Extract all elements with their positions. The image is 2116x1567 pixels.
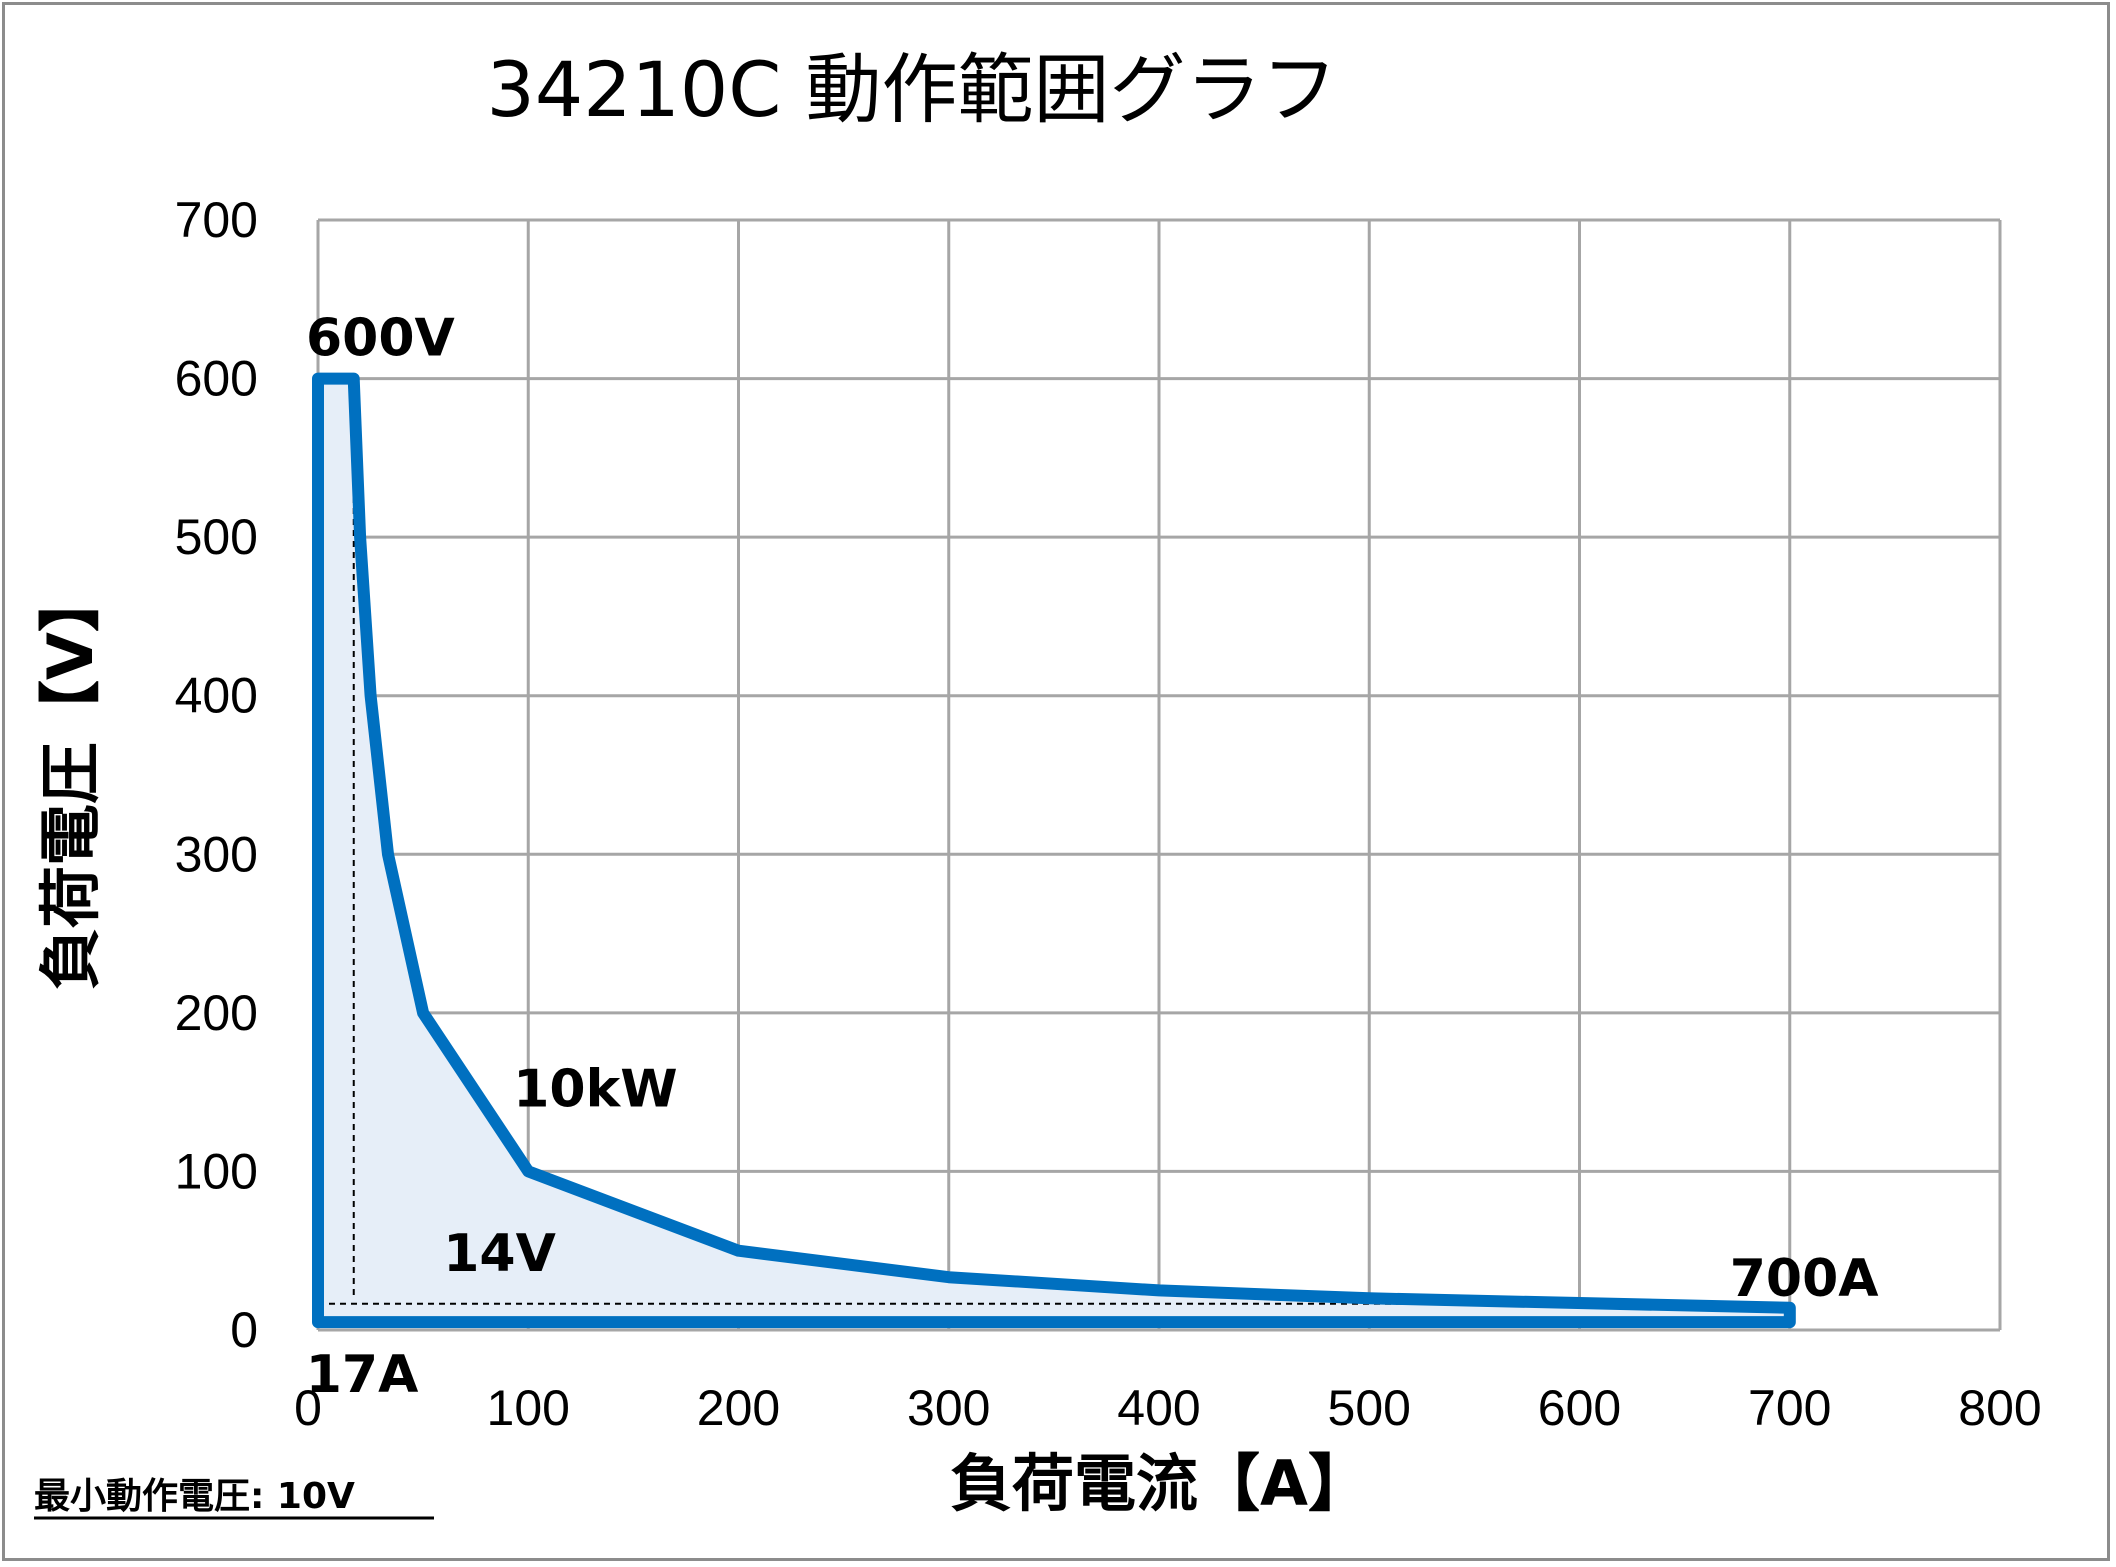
y-tick-label: 500	[175, 509, 258, 565]
operating-area-fill	[318, 378, 1790, 1323]
x-tick-label: 200	[697, 1380, 780, 1436]
x-tick-label: 0	[294, 1380, 322, 1436]
label-10kw: 10kW	[513, 1059, 677, 1119]
x-tick-label: 400	[1117, 1380, 1200, 1436]
grid	[316, 218, 2002, 1332]
chart-title: 34210C 動作範囲グラフ	[487, 45, 1338, 134]
x-tick-label: 100	[487, 1380, 570, 1436]
x-tick-label: 300	[907, 1380, 990, 1436]
y-tick-label: 400	[175, 668, 258, 724]
y-tick-label: 200	[175, 985, 258, 1041]
x-tick-label: 500	[1328, 1380, 1411, 1436]
label-14v: 14V	[443, 1224, 556, 1284]
x-tick-label: 600	[1538, 1380, 1621, 1436]
y-tick-label: 0	[230, 1302, 258, 1358]
y-tick-labels: 0 100 200 300 400 500 600 700	[175, 192, 258, 1358]
y-tick-label: 600	[175, 351, 258, 407]
label-600v: 600V	[306, 309, 455, 369]
operating-boundary-line	[312, 372, 1796, 1329]
x-tick-label: 800	[1958, 1380, 2041, 1436]
x-tick-label: 700	[1748, 1380, 1831, 1436]
y-axis-title: 負荷電圧【V】	[34, 570, 107, 990]
y-tick-label: 700	[175, 192, 258, 248]
y-tick-label: 300	[175, 826, 258, 882]
y-tick-label: 100	[175, 1143, 258, 1199]
x-axis-title: 負荷電流【A】	[950, 1447, 1370, 1520]
min-voltage-note: 最小動作電圧: 10V	[34, 1476, 355, 1517]
label-17a: 17A	[306, 1345, 419, 1405]
x-tick-labels: 0 100 200 300 400 500 600 700 800	[294, 1380, 2042, 1436]
label-700a: 700A	[1730, 1249, 1879, 1309]
